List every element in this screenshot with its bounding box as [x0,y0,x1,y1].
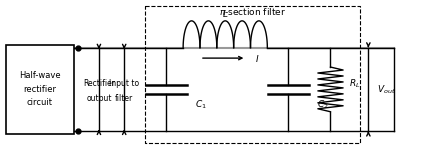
FancyBboxPatch shape [6,45,74,134]
Text: $V_{out}$: $V_{out}$ [377,83,395,96]
Text: $L$: $L$ [222,8,229,19]
Text: $C_1$: $C_1$ [195,98,207,111]
Text: Half-wave: Half-wave [19,72,61,80]
Text: Rectifier: Rectifier [83,79,115,88]
Text: Input to: Input to [109,79,139,88]
Text: $R_L$: $R_L$ [349,77,361,90]
Text: output: output [86,94,112,103]
Text: $I$: $I$ [255,53,259,64]
Text: rectifier: rectifier [24,85,56,94]
Text: $C_2$: $C_2$ [317,98,329,111]
Text: $\pi$-section filter: $\pi$-section filter [219,6,286,17]
Text: circuit: circuit [27,98,53,107]
Text: filter: filter [115,94,133,103]
